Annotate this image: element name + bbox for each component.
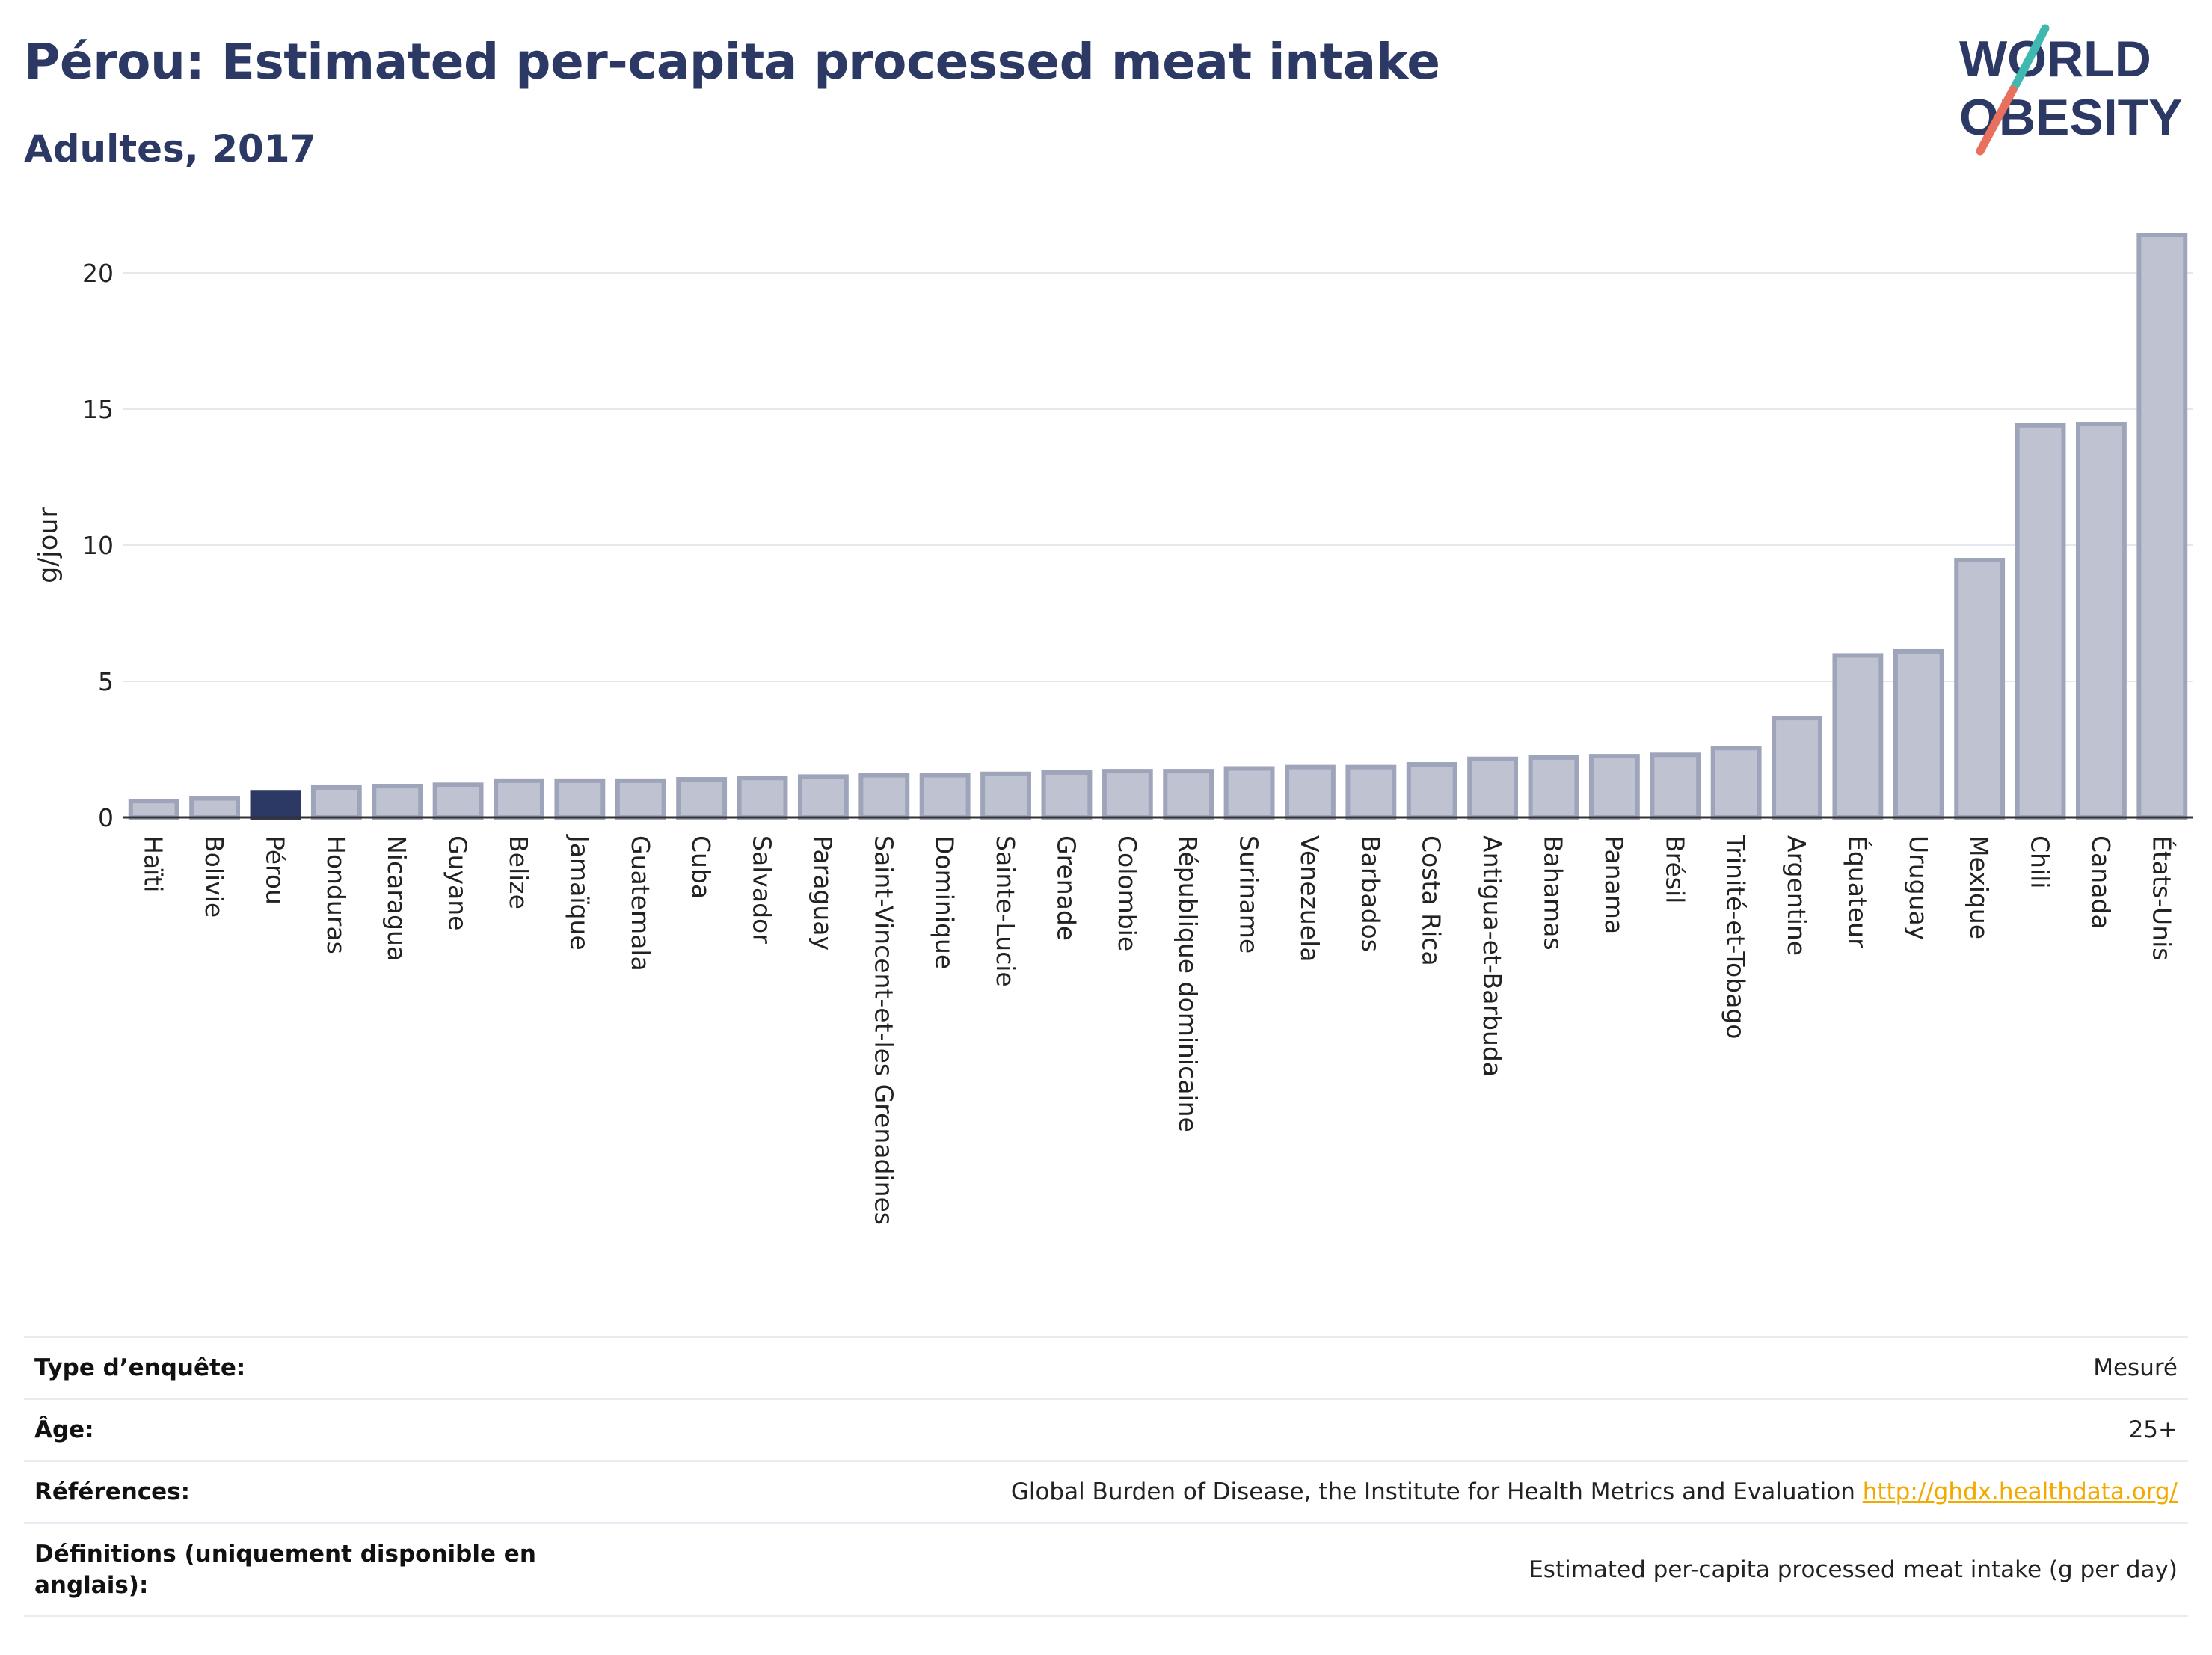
x-tick-label: Pérou — [260, 835, 289, 905]
gridlines — [123, 272, 2193, 682]
reference-text: Global Burden of Disease, the Institute … — [1010, 1479, 1863, 1505]
bar-br-sil — [1650, 752, 1701, 820]
info-table: Type d’enquête: Mesuré Âge: 25+ Référenc… — [24, 1336, 2188, 1617]
svg-text:OBESITY: OBESITY — [1959, 89, 2183, 146]
x-tick-label: Colombie — [1113, 835, 1142, 951]
info-label: Âge: — [24, 1398, 553, 1461]
bar-argentine — [1772, 716, 1822, 820]
info-value: Estimated per-capita processed meat inta… — [553, 1522, 2188, 1617]
bar-trinit-et-tobago — [1710, 746, 1762, 820]
bar-grenade — [1041, 770, 1093, 820]
x-tick-label: États-Unis — [2147, 835, 2177, 960]
x-tick-label: Guatemala — [626, 835, 655, 971]
bar-guyane — [432, 782, 484, 820]
info-row-age: Âge: 25+ — [24, 1398, 2188, 1461]
x-axis-labels: Haïti Bolivie Pérou Honduras Nicaragua Guyane… — [139, 834, 2178, 1225]
y-tick-label: 5 — [98, 667, 114, 696]
bar-venezuela — [1285, 764, 1336, 820]
bar-bolivie — [189, 796, 240, 820]
bar-p-rou — [250, 790, 301, 820]
bar-mexique — [1954, 558, 2006, 820]
x-tick-label: Guyane — [443, 835, 473, 930]
x-tick-label: Équateur — [1843, 835, 1872, 948]
info-label: Références: — [24, 1460, 553, 1523]
x-tick-label: Cuba — [686, 835, 716, 899]
y-axis-label: g/jour — [34, 507, 64, 583]
bar-sainte-lucie — [980, 771, 1031, 820]
x-tick-label: Nicaragua — [382, 835, 411, 961]
x-tick-label: Salvador — [748, 835, 777, 944]
x-tick-label: Saint-Vincent-et-les Grenadines — [869, 835, 898, 1225]
bar-guatemala — [615, 778, 666, 820]
x-tick-label: Jamaïque — [565, 834, 594, 951]
bar--tats-unis — [2136, 233, 2188, 820]
world-obesity-logo: WORLD OBESITY — [1959, 24, 2183, 156]
bar-barbados — [1345, 764, 1397, 820]
bar-chart: 0 5 10 15 20 Haïti Bolivie Pérou Honduras Nicara… — [34, 233, 2193, 1225]
bar--quateur — [1832, 653, 1884, 820]
info-row-definitions: Définitions (uniquement disponible en an… — [24, 1522, 2188, 1617]
info-label: Définitions (uniquement disponible en an… — [24, 1522, 553, 1617]
x-tick-label: Dominique — [930, 835, 959, 969]
info-label: Type d’enquête: — [24, 1336, 553, 1399]
x-tick-label: Bahamas — [1538, 835, 1567, 951]
bar-r-publique-dominicaine — [1163, 769, 1214, 820]
x-tick-label: Grenade — [1051, 835, 1081, 941]
x-tick-label: Suriname — [1235, 835, 1264, 954]
x-tick-label: Sainte-Lucie — [991, 835, 1020, 987]
x-tick-label: Paraguay — [808, 835, 838, 951]
x-tick-label: Brésil — [1660, 835, 1689, 903]
x-tick-label: Chili — [2026, 835, 2055, 888]
x-tick-label: Canada — [2086, 835, 2116, 930]
bar-saint-vincent-et-les-grenadines — [858, 773, 910, 820]
y-tick-label: 0 — [98, 803, 114, 832]
x-tick-label: Trinité-et-Tobago — [1721, 835, 1751, 1039]
svg-text:WORLD: WORLD — [1959, 31, 2151, 87]
bar-suriname — [1223, 766, 1275, 820]
bar-uruguay — [1893, 648, 1944, 820]
bar-costa-rica — [1406, 762, 1457, 820]
info-row-references: Références: Global Burden of Disease, th… — [24, 1460, 2188, 1523]
x-tick-label: République dominicaine — [1173, 835, 1202, 1132]
bar-chili — [2015, 423, 2066, 820]
y-axis-ticks: 0 5 10 15 20 — [82, 259, 114, 832]
x-tick-label: Haïti — [139, 835, 168, 892]
bar-dominique — [919, 773, 971, 820]
x-tick-label: Antigua-et-Barbuda — [1478, 835, 1507, 1077]
bars — [128, 233, 2188, 820]
bar-panama — [1588, 754, 1640, 820]
bar-canada — [2076, 422, 2127, 820]
reference-link[interactable]: http://ghdx.healthdata.org/ — [1862, 1479, 2178, 1505]
x-tick-label: Costa Rica — [1417, 835, 1446, 966]
info-value: Global Burden of Disease, the Institute … — [553, 1460, 2188, 1523]
bar-antigua-et-barbuda — [1467, 756, 1519, 820]
chart-subtitle: Adultes, 2017 — [24, 127, 316, 171]
info-value: 25+ — [553, 1398, 2188, 1461]
x-tick-label: Honduras — [322, 835, 351, 954]
y-tick-label: 20 — [82, 259, 114, 288]
x-tick-label: Mexique — [1964, 835, 1994, 939]
bar-colombie — [1102, 769, 1153, 820]
x-tick-label: Panama — [1600, 835, 1629, 934]
x-tick-label: Venezuela — [1295, 835, 1324, 962]
bar-cuba — [676, 777, 728, 820]
info-value: Mesuré — [553, 1336, 2188, 1399]
bar-salvador — [737, 776, 788, 820]
x-tick-label: Belize — [504, 835, 533, 909]
chart-title: Pérou: Estimated per-capita processed me… — [24, 33, 1440, 90]
x-tick-label: Bolivie — [200, 835, 229, 918]
info-row-survey-type: Type d’enquête: Mesuré — [24, 1336, 2188, 1399]
bar-honduras — [310, 784, 362, 820]
y-tick-label: 10 — [82, 531, 114, 560]
bar-ha-ti — [128, 799, 179, 820]
y-tick-label: 15 — [82, 395, 114, 424]
bar-jama-que — [554, 778, 606, 820]
x-tick-label: Uruguay — [1904, 835, 1933, 940]
x-tick-label: Barbados — [1356, 835, 1385, 952]
bar-paraguay — [797, 774, 849, 820]
x-tick-label: Argentine — [1782, 835, 1811, 956]
bar-belize — [494, 778, 544, 820]
bar-bahamas — [1528, 755, 1579, 820]
bar-nicaragua — [372, 784, 423, 820]
